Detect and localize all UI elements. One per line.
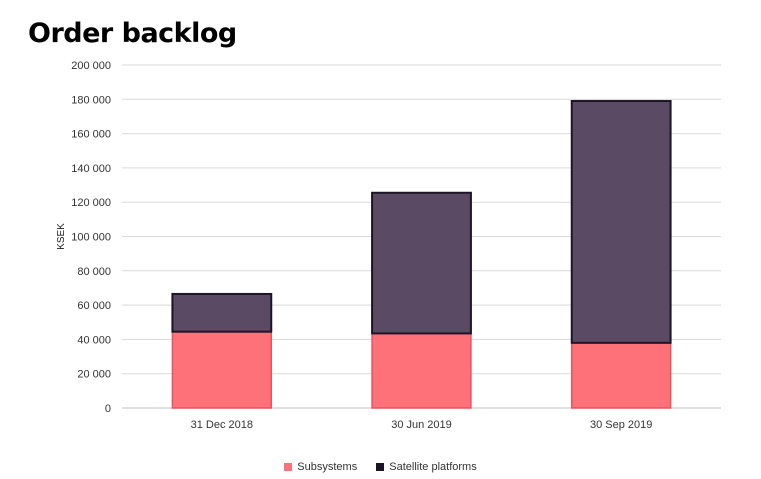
y-tick-label: 40 000 bbox=[77, 334, 111, 346]
bar-subsystems bbox=[570, 342, 672, 409]
bar-subsystems bbox=[371, 332, 472, 409]
legend-swatch-satellite-platforms bbox=[376, 463, 385, 472]
y-axis-label: KSEK bbox=[56, 223, 67, 250]
x-tick-label: 31 Dec 2018 bbox=[191, 419, 253, 431]
y-tick-label: 0 bbox=[105, 403, 111, 415]
y-tick-label: 180 000 bbox=[71, 94, 111, 106]
y-tick-label: 20 000 bbox=[77, 369, 111, 381]
bar-satellite-platforms bbox=[570, 100, 672, 344]
y-tick-label: 120 000 bbox=[71, 197, 111, 209]
bar-satellite-platforms bbox=[371, 191, 472, 335]
x-tick-label: 30 Jun 2019 bbox=[391, 419, 452, 431]
legend-item-subsystems: Subsystems bbox=[284, 461, 357, 473]
y-tick-label: 80 000 bbox=[77, 266, 111, 278]
y-tick-label: 160 000 bbox=[71, 129, 111, 141]
legend: Subsystems Satellite platforms bbox=[0, 461, 761, 473]
x-tick-label: 30 Sep 2019 bbox=[590, 419, 652, 431]
legend-label-subsystems: Subsystems bbox=[297, 461, 358, 474]
bar-subsystems bbox=[171, 330, 273, 409]
chart-title: Order backlog bbox=[28, 18, 237, 49]
y-tick-label: 140 000 bbox=[71, 163, 111, 175]
y-tick-label: 60 000 bbox=[77, 300, 111, 312]
bar-satellite-platforms bbox=[171, 292, 273, 333]
y-tick-label: 200 000 bbox=[71, 60, 111, 72]
legend-label-satellite-platforms: Satellite platforms bbox=[389, 461, 477, 474]
y-tick-label: 100 000 bbox=[71, 232, 111, 244]
legend-item-satellite-platforms: Satellite platforms bbox=[376, 461, 477, 474]
legend-swatch-subsystems bbox=[284, 463, 293, 472]
